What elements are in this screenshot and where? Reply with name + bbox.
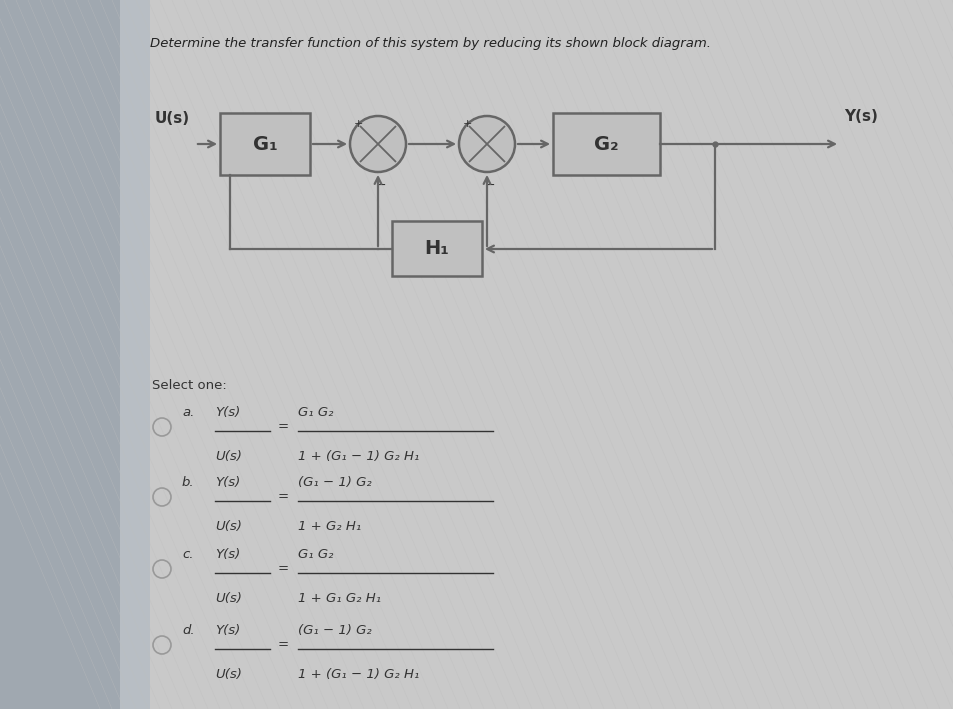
Text: b.: b.	[182, 476, 194, 489]
Circle shape	[350, 116, 406, 172]
Text: Y(s): Y(s)	[214, 406, 240, 419]
Text: =: =	[277, 562, 289, 576]
Text: Determine the transfer function of this system by reducing its shown block diagr: Determine the transfer function of this …	[150, 37, 710, 50]
Text: Select one:: Select one:	[152, 379, 227, 392]
Text: +: +	[354, 118, 363, 128]
Text: G₁ G₂: G₁ G₂	[297, 548, 334, 561]
Bar	[392, 221, 481, 276]
Text: =: =	[277, 639, 289, 652]
Text: 1 + G₁ G₂ H₁: 1 + G₁ G₂ H₁	[297, 592, 381, 605]
Text: c.: c.	[182, 548, 193, 561]
Text: U(s): U(s)	[154, 111, 190, 126]
Text: U(s): U(s)	[214, 520, 242, 533]
Text: 1 + (G₁ − 1) G₂ H₁: 1 + (G₁ − 1) G₂ H₁	[297, 668, 419, 681]
Text: (G₁ − 1) G₂: (G₁ − 1) G₂	[297, 624, 372, 637]
Text: −: −	[484, 179, 495, 192]
Text: U(s): U(s)	[214, 592, 242, 605]
Text: U(s): U(s)	[214, 450, 242, 463]
Text: Y(s): Y(s)	[214, 476, 240, 489]
Bar	[120, 0, 150, 709]
Circle shape	[458, 116, 515, 172]
Text: Y(s): Y(s)	[843, 109, 877, 124]
Text: Y(s): Y(s)	[214, 624, 240, 637]
Text: H₁: H₁	[424, 239, 449, 258]
Text: 1 + G₂ H₁: 1 + G₂ H₁	[297, 520, 361, 533]
Text: G₁: G₁	[253, 135, 277, 154]
Text: G₁ G₂: G₁ G₂	[297, 406, 334, 419]
Text: d.: d.	[182, 624, 194, 637]
Text: =: =	[277, 420, 289, 433]
Text: G₂: G₂	[594, 135, 618, 154]
Text: +: +	[462, 118, 472, 128]
Text: −: −	[375, 179, 386, 192]
Bar	[0, 0, 120, 709]
Text: (G₁ − 1) G₂: (G₁ − 1) G₂	[297, 476, 372, 489]
Bar	[220, 113, 310, 175]
Bar	[553, 113, 659, 175]
Text: U(s): U(s)	[214, 668, 242, 681]
Text: Y(s): Y(s)	[214, 548, 240, 561]
Text: a.: a.	[182, 406, 194, 419]
Text: 1 + (G₁ − 1) G₂ H₁: 1 + (G₁ − 1) G₂ H₁	[297, 450, 419, 463]
Text: =: =	[277, 491, 289, 503]
